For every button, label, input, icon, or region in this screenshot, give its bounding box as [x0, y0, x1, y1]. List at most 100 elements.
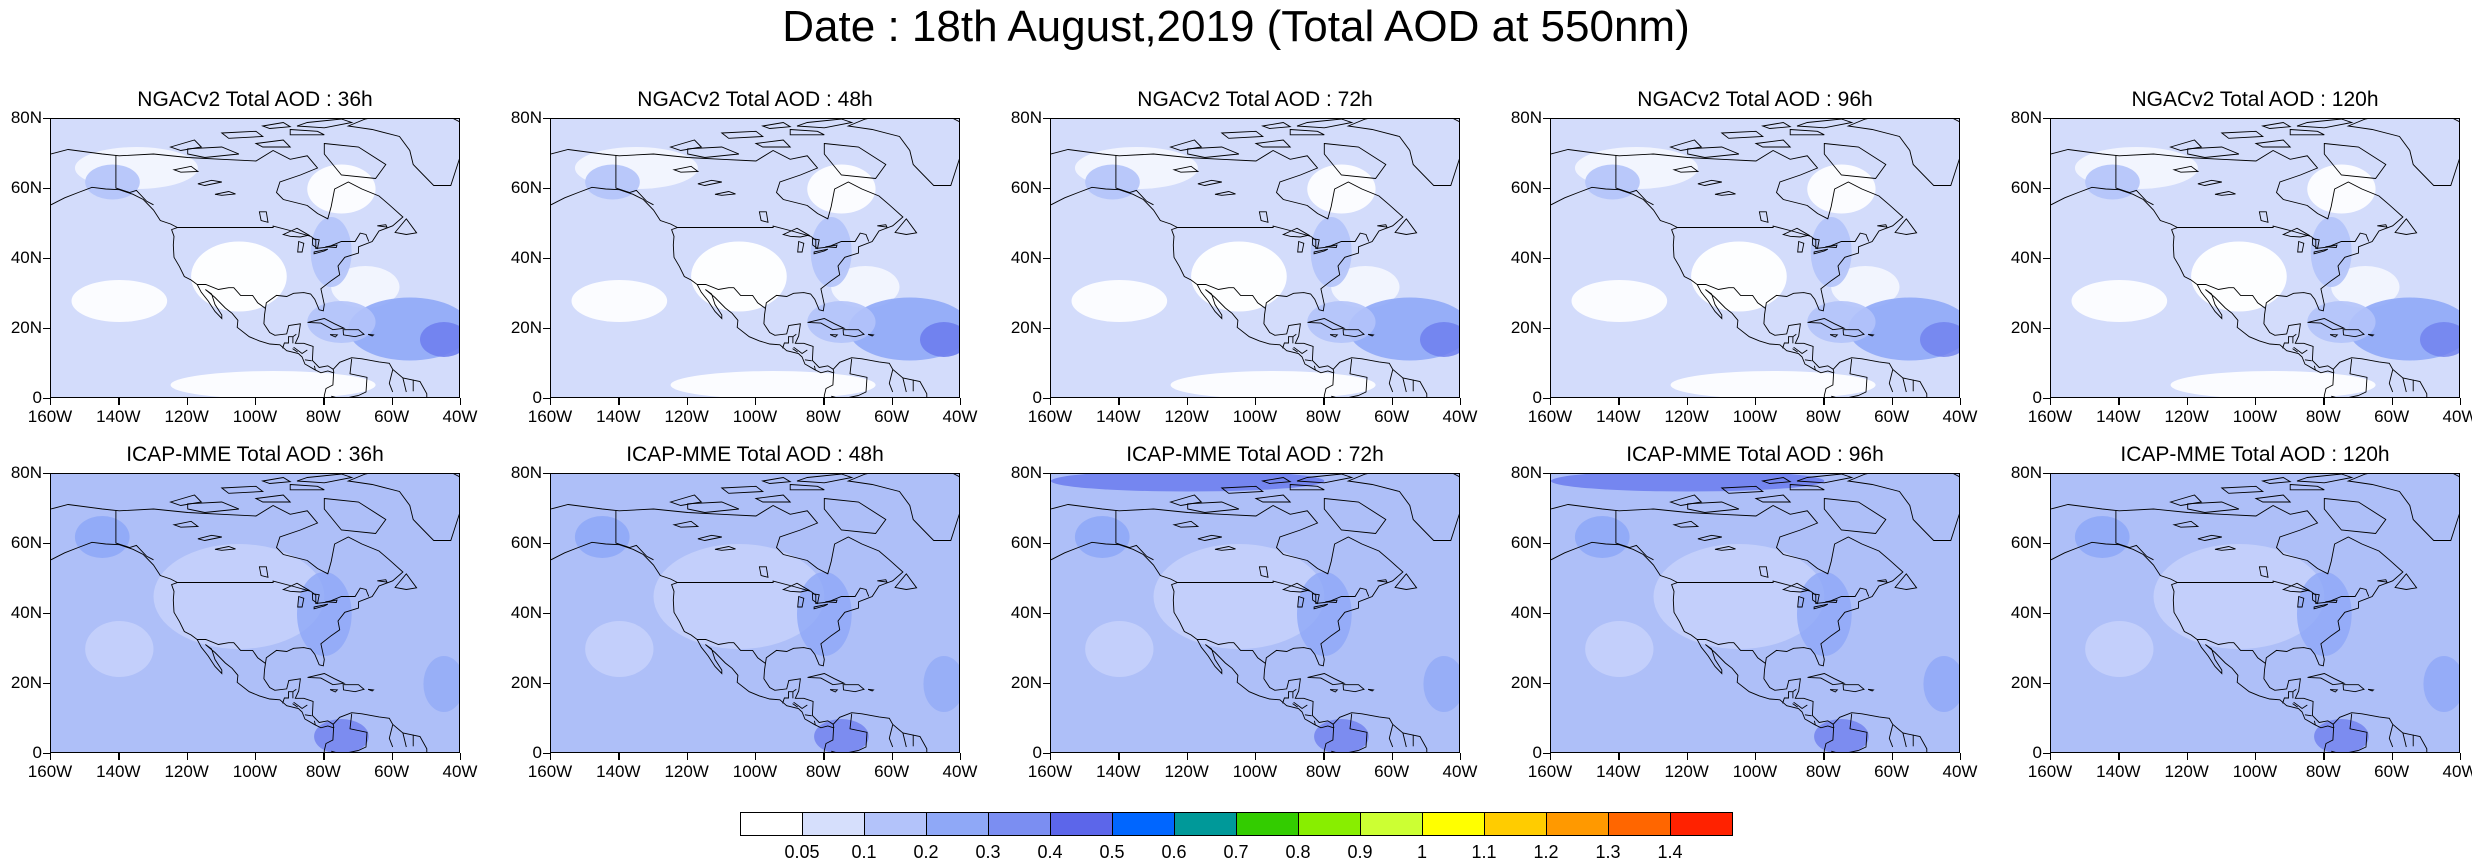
country-border — [615, 155, 654, 206]
lat-tick-mark — [1543, 328, 1550, 330]
lat-tick-mark — [2043, 258, 2050, 260]
island-coastline — [796, 119, 854, 129]
saharan-dust-core — [1920, 322, 1959, 357]
north-america-coastline — [1551, 504, 1928, 752]
aod-region — [1153, 544, 1325, 649]
island-coastline — [329, 334, 339, 338]
lake-outline — [1781, 227, 1811, 238]
island-coastline — [1296, 119, 1354, 129]
country-border — [1388, 724, 1394, 748]
lake-outline — [1781, 582, 1811, 593]
low-aod-patch — [1307, 164, 1376, 214]
saharan-dust-core — [1420, 322, 1459, 357]
country-border — [1292, 348, 1298, 353]
lat-tick-label: 40N — [510, 603, 542, 622]
lon-tick-label: 120W — [1164, 762, 1209, 781]
island-coastline — [296, 119, 354, 129]
country-border — [793, 346, 808, 355]
lat-tick-label: 20N — [10, 673, 42, 692]
country-border — [2177, 580, 2370, 605]
panel-title: NGACv2 Total AOD : 96h — [1637, 88, 1873, 111]
country-border — [332, 724, 335, 728]
island-coastline — [377, 579, 388, 583]
lat-tick-mark — [2043, 473, 2050, 475]
country-border — [197, 284, 266, 309]
lon-tick-mark — [1686, 398, 1688, 405]
lake-outline — [297, 595, 305, 608]
aod-map — [1551, 119, 1959, 397]
lat-tick-label: 0 — [1532, 388, 1542, 407]
country-border — [1293, 701, 1308, 710]
aod-plume — [1585, 164, 1640, 200]
island-coastline — [1307, 318, 1346, 331]
lake-outline — [1672, 165, 1700, 173]
country-border — [1115, 510, 1154, 561]
lon-tick-label: 40W — [942, 762, 978, 781]
lon-tick-mark — [1891, 753, 1893, 760]
lon-tick-label: 140W — [96, 407, 141, 426]
island-coastline — [823, 143, 887, 179]
country-border — [2349, 713, 2368, 751]
lon-tick-mark — [823, 398, 825, 405]
lat-tick-mark — [543, 473, 550, 475]
country-border — [2293, 346, 2308, 355]
aod-field — [571, 147, 959, 397]
island-coastline — [2261, 477, 2292, 484]
country-border — [1793, 701, 1808, 710]
island-coastline — [261, 477, 292, 484]
lon-tick-label: 140W — [1096, 407, 1141, 426]
map-panel: ICAP-MME Total AOD : 48h 80N 60N 40N 20N 0 160… — [511, 443, 978, 781]
country-border — [115, 155, 154, 206]
country-border — [349, 358, 368, 396]
island-coastline — [1720, 130, 1765, 139]
island-coastline — [1289, 484, 1325, 491]
lake-outline — [813, 603, 829, 610]
aod-region — [2085, 621, 2154, 677]
aod-map — [2051, 474, 2459, 752]
country-border — [2304, 359, 2312, 362]
island-coastline — [1377, 224, 1388, 228]
island-coastline — [1394, 573, 1418, 590]
lake-outline — [1214, 546, 1236, 551]
island-coastline — [1687, 501, 1740, 513]
country-border — [1282, 688, 1297, 704]
lon-tick-mark — [1050, 753, 1052, 760]
lat-tick-label: 0 — [32, 388, 42, 407]
lon-tick-label: 80W — [1305, 407, 1341, 426]
island-coastline — [1796, 119, 1854, 129]
lake-outline — [313, 603, 329, 610]
lon-tick-mark — [1618, 753, 1620, 760]
country-border — [792, 348, 798, 353]
lat-tick-label: 20N — [1510, 673, 1542, 692]
island-coastline — [1254, 139, 1292, 148]
lon-tick-label: 40W — [1442, 762, 1478, 781]
aod-plume — [1074, 516, 1130, 558]
island-coastline — [1789, 129, 1825, 136]
island-coastline — [796, 474, 854, 484]
lat-tick-mark — [2043, 188, 2050, 190]
country-border — [332, 369, 335, 373]
lat-tick-mark — [543, 118, 550, 120]
lake-outline — [197, 179, 222, 186]
country-border — [1782, 333, 1797, 349]
island-coastline — [2377, 224, 2388, 228]
lat-tick-mark — [1043, 683, 1050, 685]
aod-region — [85, 621, 154, 677]
lat-tick-mark — [2043, 683, 2050, 685]
island-coastline — [2254, 139, 2292, 148]
lon-tick-mark — [2460, 398, 2462, 405]
lat-tick-mark — [2043, 543, 2050, 545]
lon-tick-mark — [1186, 398, 1188, 405]
island-coastline — [1307, 673, 1346, 686]
lat-tick-label: 80N — [2010, 108, 2042, 127]
lake-outline — [714, 546, 736, 551]
low-aod-patch — [1807, 164, 1876, 214]
lon-tick-mark — [391, 753, 393, 760]
colorbar-label: 1.2 — [1533, 842, 1559, 862]
aod-field — [1551, 474, 1959, 752]
country-border — [1331, 750, 1359, 752]
lake-outline — [672, 520, 700, 528]
country-border — [304, 714, 312, 717]
lake-outline — [2297, 240, 2305, 253]
island-coastline — [867, 333, 875, 337]
